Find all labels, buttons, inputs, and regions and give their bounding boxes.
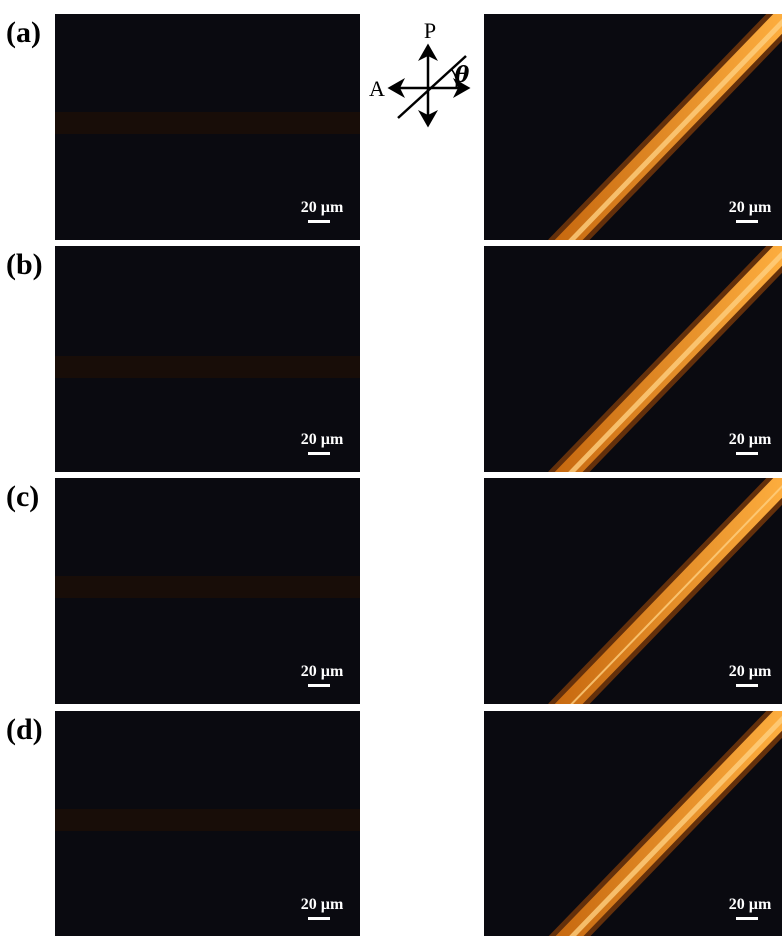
scale-bar-label: 20 µm [301,896,344,913]
panel-row: (a) 20 µm 20 µm [6,9,782,250]
micrograph-left: 20 µm [55,478,360,704]
scale-bar-label: 20 µm [729,896,772,913]
panel-row: (c) 20 µm 20 µm [6,473,782,714]
figure: (a)20 µm20 µm(b)20 µm20 µm(c)20 µm20 µm(… [0,0,782,936]
scale-bar-label: 20 µm [301,431,344,448]
micrograph-left: 20 µm [55,246,360,472]
panel-label: (b) [6,248,43,281]
scale-bar-label: 20 µm [729,663,772,680]
polarizer-label: P [424,18,436,43]
polarizer-diagram: P A θ [369,18,470,125]
scale-bar-label: 20 µm [301,663,344,680]
micrograph-left: 20 µm [55,711,360,936]
micrograph-left: 20 µm [55,14,360,240]
panel-label: (c) [6,480,39,513]
scale-bar-label: 20 µm [729,431,772,448]
panel-row: (b) 20 µm 20 µm [6,241,782,482]
scale-bar-label: 20 µm [729,199,772,216]
panel-label: (d) [6,713,43,746]
panel-row: (d) 20 µm 20 µm [6,706,782,936]
angle-label: θ [455,62,470,88]
panel-label: (a) [6,16,41,49]
analyzer-label: A [369,76,385,101]
scale-bar-label: 20 µm [301,199,344,216]
